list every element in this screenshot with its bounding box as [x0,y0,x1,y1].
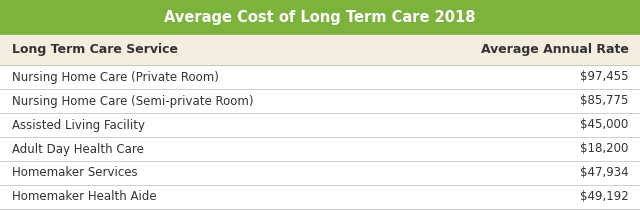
Bar [0,65,640,89]
Text: Long Term Care Service: Long Term Care Service [12,43,177,56]
Bar [0,161,640,185]
Bar [0,35,640,65]
Text: $47,934: $47,934 [580,167,628,180]
Text: $49,192: $49,192 [580,190,628,203]
Text: Average Annual Rate: Average Annual Rate [481,43,628,56]
Text: Assisted Living Facility: Assisted Living Facility [12,118,145,131]
Text: Nursing Home Care (Semi-private Room): Nursing Home Care (Semi-private Room) [12,94,253,108]
Text: $18,200: $18,200 [580,143,628,155]
Text: $45,000: $45,000 [580,118,628,131]
Text: Nursing Home Care (Private Room): Nursing Home Care (Private Room) [12,71,218,84]
Bar [0,0,640,35]
Text: Homemaker Services: Homemaker Services [12,167,137,180]
Bar [0,185,640,209]
Text: Adult Day Health Care: Adult Day Health Care [12,143,143,155]
Bar [0,89,640,113]
Text: Average Cost of Long Term Care 2018: Average Cost of Long Term Care 2018 [164,10,476,25]
Text: $85,775: $85,775 [580,94,628,108]
Text: Homemaker Health Aide: Homemaker Health Aide [12,190,156,203]
Bar [0,113,640,137]
Text: $97,455: $97,455 [580,71,628,84]
Bar [0,137,640,161]
